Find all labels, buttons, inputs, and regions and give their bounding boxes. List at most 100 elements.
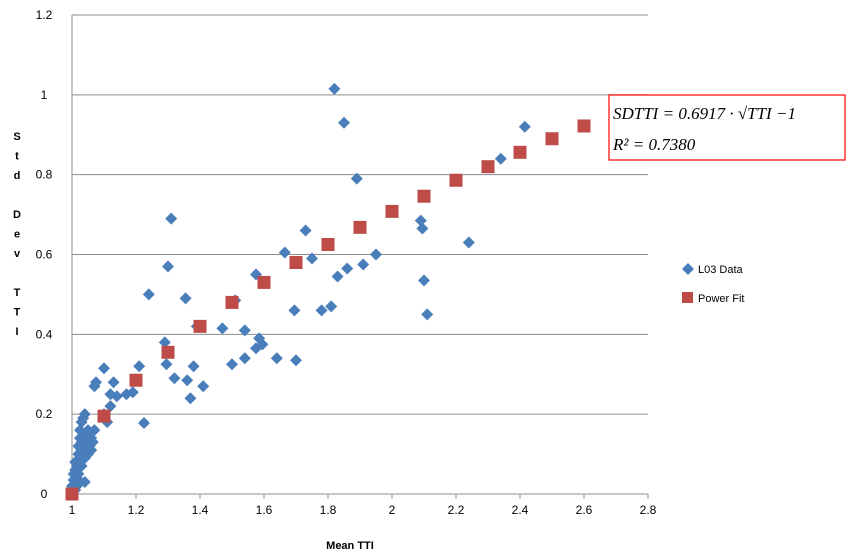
data-point-diamond xyxy=(138,416,150,429)
data-point-square xyxy=(97,409,111,423)
data-point-diamond xyxy=(110,390,123,403)
data-point-diamond xyxy=(88,424,101,437)
equation-box: SDTTI = 0.6917 · √TTI −1 R² = 0.7380 xyxy=(608,94,846,161)
x-tick-label: 2 xyxy=(389,503,396,517)
y-tick-label: 1 xyxy=(41,88,48,102)
data-point-diamond xyxy=(299,224,312,237)
axes xyxy=(71,15,649,499)
x-axis-title: Mean TTI xyxy=(326,540,374,552)
x-tick-label: 2.2 xyxy=(448,503,465,517)
data-point-diamond xyxy=(78,476,91,489)
y-axis-title-letter: T xyxy=(14,307,21,319)
data-point-diamond xyxy=(350,172,363,185)
data-point-diamond xyxy=(142,288,155,301)
data-point-diamond xyxy=(357,258,370,271)
data-point-diamond xyxy=(462,236,475,249)
gridlines xyxy=(72,14,648,415)
data-point-square xyxy=(385,204,399,218)
x-tick-label: 1.4 xyxy=(192,503,209,517)
data-point-diamond xyxy=(98,362,110,375)
series-power-fit xyxy=(65,119,591,501)
data-point-diamond xyxy=(325,300,338,313)
data-point-diamond xyxy=(160,358,173,371)
data-point-square xyxy=(161,345,175,359)
data-point-diamond xyxy=(518,120,531,133)
y-axis-title-letter: S xyxy=(13,131,20,143)
y-tick-label: 0.6 xyxy=(36,248,53,262)
data-point-square xyxy=(577,119,591,133)
data-point-square xyxy=(129,373,143,387)
data-point-diamond xyxy=(104,400,117,413)
legend-item-l03: L03 Data xyxy=(682,263,744,276)
data-point-square xyxy=(449,173,463,187)
data-point-square xyxy=(513,145,527,159)
data-point-diamond xyxy=(78,408,91,421)
x-tick-label: 1.2 xyxy=(128,503,145,517)
x-tick-label: 1.8 xyxy=(320,503,337,517)
data-point-diamond xyxy=(306,252,318,265)
data-point-square xyxy=(417,189,431,203)
y-axis-title-letter: d xyxy=(14,170,21,182)
x-tick-label: 1 xyxy=(69,503,76,517)
data-point-diamond xyxy=(278,246,291,259)
data-point-diamond xyxy=(416,222,429,235)
y-tick-label: 0 xyxy=(41,487,48,501)
y-tick-label: 1.2 xyxy=(36,8,53,22)
y-axis-title-letter: D xyxy=(13,209,21,221)
data-point-square xyxy=(65,487,79,501)
data-point-square xyxy=(481,160,495,174)
data-point-diamond xyxy=(158,336,171,349)
y-tick-label: 0.4 xyxy=(36,327,53,341)
data-point-diamond xyxy=(107,376,120,389)
data-point-diamond xyxy=(165,212,178,225)
data-point-diamond xyxy=(90,376,102,389)
data-point-diamond xyxy=(216,322,229,335)
data-point-diamond xyxy=(338,116,350,129)
legend: L03 Data Power Fit xyxy=(682,263,744,305)
data-point-diamond xyxy=(85,444,98,457)
data-point-diamond xyxy=(418,274,430,287)
legend-item-power-fit: Power Fit xyxy=(682,292,744,305)
data-point-square xyxy=(193,319,207,333)
data-point-diamond xyxy=(184,392,197,405)
x-tick-label: 2.8 xyxy=(640,503,657,517)
equation-line-2: R² = 0.7380 xyxy=(612,135,696,154)
y-tick-label: 0.2 xyxy=(36,407,53,421)
data-point-diamond xyxy=(86,436,99,449)
y-tick-labels: 0 0.2 0.4 0.6 0.8 1 1.2 xyxy=(36,8,53,501)
data-point-diamond xyxy=(331,270,344,283)
data-point-diamond xyxy=(72,476,85,489)
data-point-diamond xyxy=(168,372,181,385)
y-axis-title-letter: I xyxy=(15,326,18,338)
x-tick-label: 1.6 xyxy=(256,503,273,517)
data-point-diamond xyxy=(414,214,427,227)
x-tick-label: 2.4 xyxy=(512,503,529,517)
y-axis-title-letter: e xyxy=(14,229,20,241)
data-point-diamond xyxy=(238,324,251,337)
legend-square-marker xyxy=(682,292,693,303)
data-point-diamond xyxy=(256,338,269,351)
data-point-diamond xyxy=(341,262,354,275)
legend-label-power-fit: Power Fit xyxy=(698,293,744,305)
data-point-square xyxy=(289,255,303,269)
equation-line-1: SDTTI = 0.6917 · √TTI −1 xyxy=(613,104,796,123)
data-point-diamond xyxy=(328,82,341,95)
x-tick-label: 2.6 xyxy=(576,503,593,517)
data-point-diamond xyxy=(421,308,434,321)
data-point-diamond xyxy=(238,352,251,365)
data-point-diamond xyxy=(494,152,507,165)
data-point-diamond xyxy=(226,358,238,371)
equation-border xyxy=(608,94,846,161)
y-axis-title-letter: T xyxy=(14,287,21,299)
y-axis-title-letter: t xyxy=(15,151,19,163)
data-point-diamond xyxy=(133,360,146,373)
data-point-diamond xyxy=(162,260,174,273)
data-point-diamond xyxy=(187,360,200,373)
data-point-diamond xyxy=(288,304,301,317)
data-point-square xyxy=(545,132,559,146)
data-point-diamond xyxy=(179,292,192,305)
data-point-diamond xyxy=(290,354,302,367)
data-point-diamond xyxy=(197,380,210,393)
